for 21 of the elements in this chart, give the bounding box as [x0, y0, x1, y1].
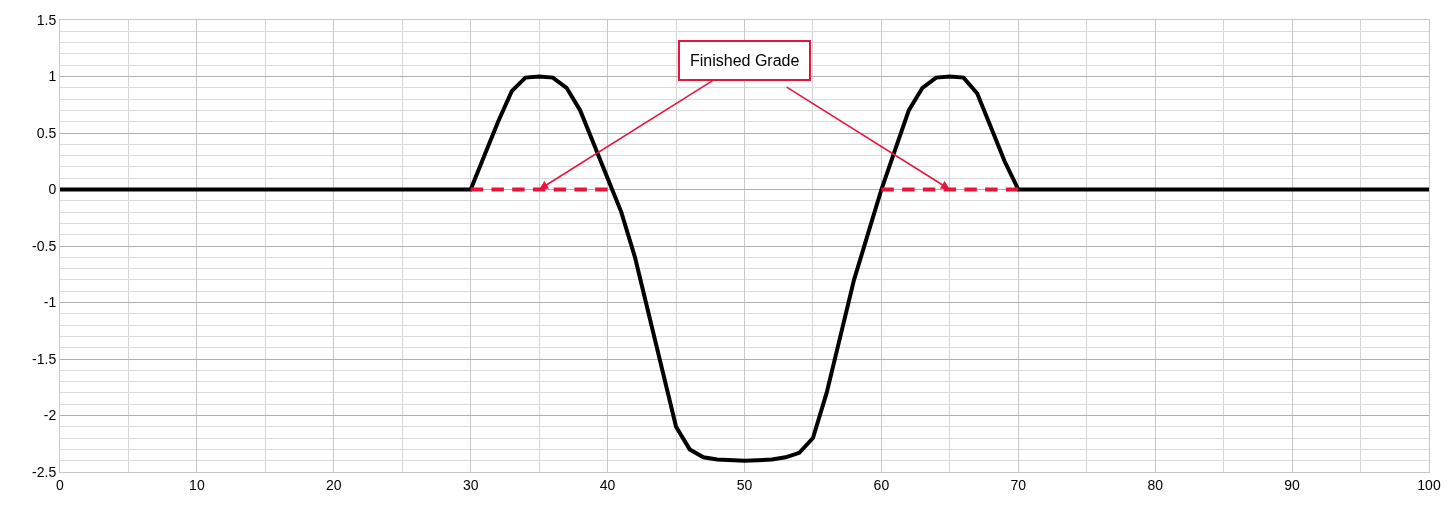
x-tick-label: 60	[873, 476, 890, 493]
x-tick-label: 90	[1284, 476, 1301, 493]
x-tick-label: 10	[189, 476, 205, 493]
y-tick-label: 1.5	[36, 11, 57, 28]
x-tick-label: 100	[1417, 476, 1441, 493]
line-series	[60, 74, 1429, 463]
x-tick-label: 40	[599, 476, 616, 493]
y-tick-label: -1.5	[32, 350, 57, 367]
x-tick-label: 50	[736, 476, 753, 493]
x-tick-label: 70	[1010, 476, 1027, 493]
y-tick-label: -0.5	[32, 237, 57, 254]
y-tick-label: 1	[48, 68, 57, 85]
y-tick-label: 0	[48, 181, 57, 198]
x-tick-label: 80	[1147, 476, 1164, 493]
y-tick-label: 0.5	[36, 124, 57, 141]
text: Finished Grade	[690, 52, 800, 69]
y-tick-label: -1	[43, 294, 57, 311]
y-tick-label: -2.5	[32, 463, 57, 480]
x-tick-label: 20	[326, 476, 342, 493]
x-tick-label: 30	[462, 476, 479, 493]
y-tick-label: -2	[43, 407, 57, 424]
